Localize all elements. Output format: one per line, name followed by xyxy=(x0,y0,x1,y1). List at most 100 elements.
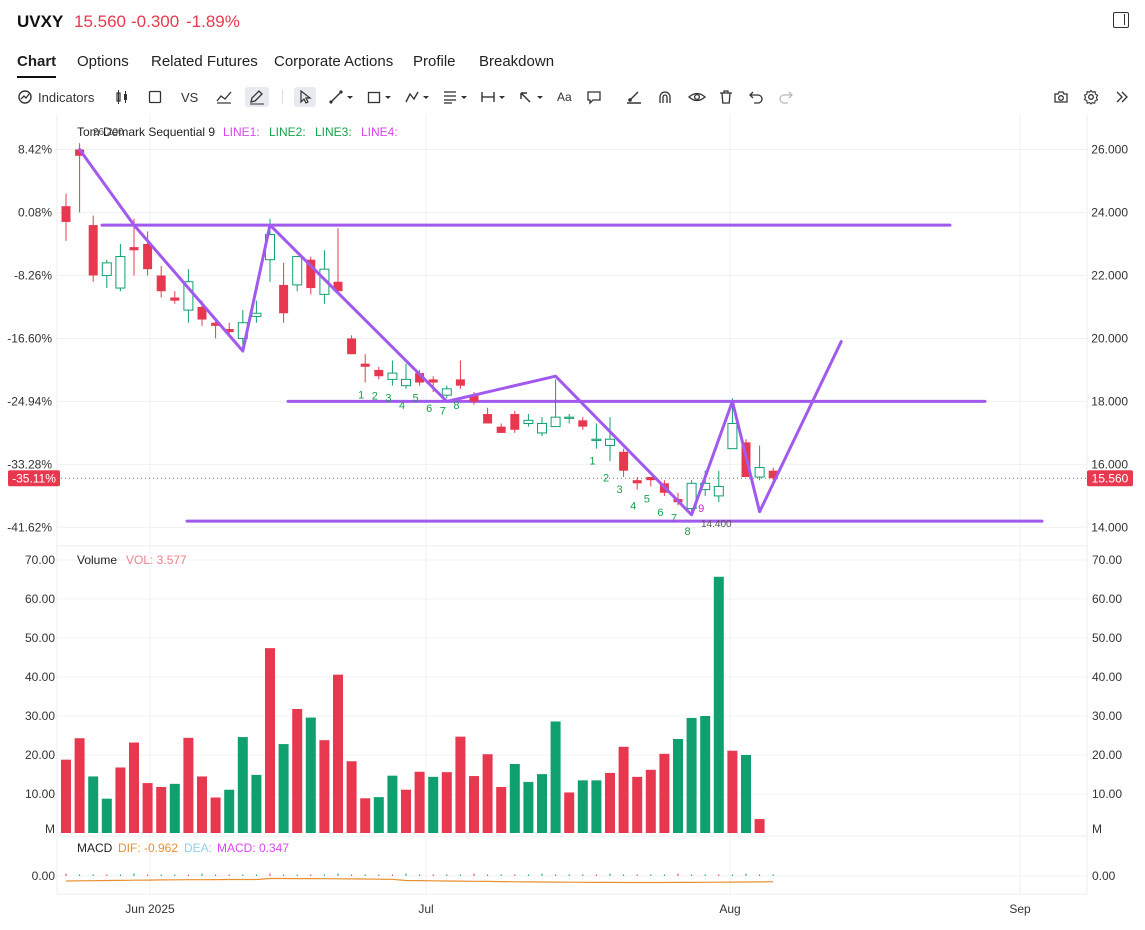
right-price-label: 26.000 xyxy=(1091,142,1128,156)
line-style-button[interactable] xyxy=(215,87,233,107)
indicators-button[interactable]: Indicators xyxy=(17,87,94,107)
stock-chart[interactable]: Jun 2025 Jul Aug Sep 26.000 8.42% 24.000 0.08% 2… xyxy=(0,114,1145,925)
redo-icon xyxy=(779,91,793,104)
screenshot-button[interactable] xyxy=(1053,87,1069,107)
tab-breakdown[interactable]: Breakdown xyxy=(479,53,555,70)
tab-chart[interactable]: Chart xyxy=(17,53,57,78)
trendline-tool[interactable] xyxy=(328,87,354,107)
volume-bar xyxy=(387,775,398,833)
fib-tool[interactable] xyxy=(442,87,468,107)
more-button[interactable] xyxy=(1114,87,1130,107)
volume-axis-right: 30.00 xyxy=(1092,709,1122,723)
measure-tool[interactable] xyxy=(480,87,506,107)
candle-type-button[interactable] xyxy=(114,87,130,107)
candle-body xyxy=(469,395,479,402)
volume-bar xyxy=(237,737,248,833)
volume-bar xyxy=(713,576,724,833)
candle-body xyxy=(754,467,765,478)
candle-body xyxy=(455,379,465,386)
volume-bar xyxy=(754,819,765,833)
rectangle-tool-icon xyxy=(367,91,391,104)
brush-icon xyxy=(627,91,641,104)
candlestick-icon xyxy=(116,90,127,104)
cursor-tool[interactable] xyxy=(294,87,316,107)
td-count: 3 xyxy=(385,393,391,405)
candle-body xyxy=(713,485,724,497)
td-count: 1 xyxy=(358,390,364,402)
settings-button[interactable] xyxy=(1083,87,1099,107)
candle-body xyxy=(360,363,370,367)
tab-corporate-actions[interactable]: Corporate Actions xyxy=(274,53,394,70)
arrow-icon xyxy=(520,92,543,103)
compare-button[interactable]: VS xyxy=(181,87,198,107)
volume-bar xyxy=(319,740,330,833)
volume-bar xyxy=(265,648,275,833)
trendline xyxy=(78,148,843,517)
layout-button[interactable] xyxy=(147,87,163,107)
indicators-icon xyxy=(18,90,32,104)
candle-body xyxy=(564,416,575,419)
candle-body xyxy=(88,225,98,276)
comment-tool[interactable] xyxy=(586,87,602,107)
candle-body xyxy=(156,275,166,292)
price-legend-line: LINE1: xyxy=(223,125,260,139)
delete-drawings-button[interactable] xyxy=(718,87,734,107)
td-count: 7 xyxy=(671,512,677,524)
candle-body xyxy=(537,422,547,434)
chart-area[interactable]: Jun 2025 Jul Aug Sep 26.000 8.42% 24.000 0.08% 2… xyxy=(0,114,1145,930)
undo-button[interactable] xyxy=(748,87,764,107)
volume-bar xyxy=(645,769,656,833)
macd-legend-name: MACD xyxy=(77,841,113,855)
volume-bar xyxy=(224,789,235,833)
draw-button[interactable] xyxy=(245,87,269,107)
candle-body xyxy=(632,480,642,484)
arrow-tool[interactable] xyxy=(518,87,544,107)
volume-bar xyxy=(496,786,507,833)
redo-button[interactable] xyxy=(778,87,794,107)
volume-bar xyxy=(183,737,194,833)
current-pct-text: -35.11% xyxy=(12,471,56,485)
right-price-label: 22.000 xyxy=(1091,268,1128,282)
candle-body xyxy=(441,388,452,396)
candle-body xyxy=(619,451,629,471)
volume-bar xyxy=(673,739,683,833)
magnet-tool[interactable] xyxy=(657,87,673,107)
volume-legend-name: Volume xyxy=(77,553,117,567)
tab-options[interactable]: Options xyxy=(77,53,129,70)
volume-bar xyxy=(469,776,479,833)
volume-legend-value: VOL: 3.577 xyxy=(126,553,187,567)
volume-bar xyxy=(482,754,493,833)
vs-label: VS xyxy=(181,89,199,105)
volume-bar xyxy=(509,763,520,833)
td-count: 9 xyxy=(698,503,704,515)
left-pct-label: -8.26% xyxy=(14,268,52,282)
volume-axis-unit: M xyxy=(1092,822,1102,836)
candle-body xyxy=(727,422,738,450)
text-tool[interactable]: Aa xyxy=(557,87,572,107)
shape-tool[interactable] xyxy=(366,87,392,107)
eye-icon xyxy=(688,92,706,102)
price-legend-line: LINE3: xyxy=(315,125,352,139)
right-price-label: 18.000 xyxy=(1091,394,1128,408)
volume-bar xyxy=(360,798,371,833)
candle-body xyxy=(347,338,357,355)
comment-icon xyxy=(587,91,601,105)
volume-bar xyxy=(197,776,207,833)
volume-bar xyxy=(550,721,561,833)
range-icon xyxy=(481,92,505,102)
pattern-tool[interactable] xyxy=(404,87,430,107)
volume-bar xyxy=(101,798,112,833)
candle-body xyxy=(61,206,71,222)
volume-bar xyxy=(455,736,466,833)
quote-header: UVXY 15.560 -0.300 -1.89% xyxy=(0,0,1145,44)
volume-bar xyxy=(591,780,602,833)
candle-body xyxy=(197,306,207,320)
candle-body xyxy=(591,438,602,441)
candle-body xyxy=(374,369,384,377)
tab-related-futures[interactable]: Related Futures xyxy=(151,53,258,70)
brush-tool[interactable] xyxy=(625,87,643,107)
visibility-toggle[interactable] xyxy=(688,87,706,107)
expand-icon[interactable] xyxy=(1113,12,1129,28)
tab-profile[interactable]: Profile xyxy=(413,53,456,70)
volume-axis-right: 70.00 xyxy=(1092,553,1122,567)
